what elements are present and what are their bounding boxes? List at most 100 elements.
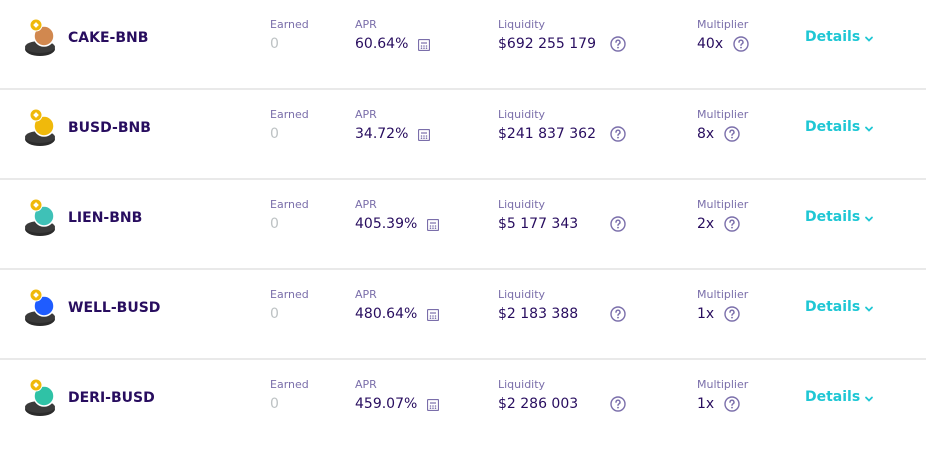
calculator-icon[interactable] — [418, 128, 431, 142]
earned-label: Earned — [270, 288, 309, 301]
details-button[interactable]: Details — [805, 119, 874, 135]
apr-label: APR — [355, 378, 377, 391]
liquidity-column: Liquidity $5 177 343 — [498, 198, 578, 233]
apr-column: APR 405.39% — [355, 198, 440, 233]
earned-column: Earned 0 — [270, 108, 309, 143]
apr-column: APR 459.07% — [355, 378, 440, 413]
details-button[interactable]: Details — [805, 29, 874, 45]
liquidity-help-icon[interactable] — [610, 306, 626, 322]
pair-name: LIEN-BNB — [68, 210, 143, 226]
earned-label: Earned — [270, 18, 309, 31]
multiplier-value: 40x — [697, 36, 724, 52]
multiplier-help-icon[interactable] — [724, 126, 740, 142]
earned-value: 0 — [270, 306, 279, 322]
busd-bnb-icon — [22, 106, 62, 150]
earned-value: 0 — [270, 396, 279, 412]
liquidity-value: $692 255 179 — [498, 36, 596, 52]
chevron-down-icon — [864, 32, 874, 42]
apr-value: 60.64% — [355, 36, 409, 52]
apr-value: 405.39% — [355, 216, 418, 232]
apr-column: APR 480.64% — [355, 288, 440, 323]
farm-row[interactable]: CAKE-BNB Earned 0 APR 60.64% Liquidity $… — [0, 0, 926, 90]
multiplier-help-icon[interactable] — [733, 36, 749, 52]
liquidity-help-icon[interactable] — [610, 126, 626, 142]
apr-label: APR — [355, 108, 377, 121]
deri-busd-icon — [22, 376, 62, 420]
multiplier-column: Multiplier 2x — [697, 198, 748, 233]
liquidity-column: Liquidity $2 286 003 — [498, 378, 578, 413]
calculator-icon[interactable] — [427, 398, 440, 412]
multiplier-value: 8x — [697, 126, 715, 142]
apr-column: APR 60.64% — [355, 18, 431, 53]
farm-row[interactable]: WELL-BUSD Earned 0 APR 480.64% Liquidity… — [0, 270, 926, 360]
liquidity-value: $241 837 362 — [498, 126, 596, 142]
chevron-down-icon — [864, 122, 874, 132]
apr-column: APR 34.72% — [355, 108, 431, 143]
liquidity-value: $5 177 343 — [498, 216, 579, 232]
liquidity-column: Liquidity $2 183 388 — [498, 288, 578, 323]
liquidity-label: Liquidity — [498, 108, 546, 121]
details-button[interactable]: Details — [805, 209, 874, 225]
farm-row[interactable]: BUSD-BNB Earned 0 APR 34.72% Liquidity $… — [0, 90, 926, 180]
liquidity-help-icon[interactable] — [610, 216, 626, 232]
apr-value: 34.72% — [355, 126, 409, 142]
calculator-icon[interactable] — [427, 308, 440, 322]
pair-name: CAKE-BNB — [68, 30, 149, 46]
multiplier-value: 1x — [697, 306, 715, 322]
earned-value: 0 — [270, 36, 279, 52]
liquidity-label: Liquidity — [498, 288, 546, 301]
details-label: Details — [805, 389, 861, 405]
details-label: Details — [805, 29, 861, 45]
details-label: Details — [805, 209, 861, 225]
liquidity-value: $2 183 388 — [498, 306, 579, 322]
apr-value: 480.64% — [355, 306, 418, 322]
multiplier-label: Multiplier — [697, 198, 749, 211]
multiplier-column: Multiplier 8x — [697, 108, 748, 143]
earned-column: Earned 0 — [270, 18, 309, 53]
liquidity-value: $2 286 003 — [498, 396, 579, 412]
earned-value: 0 — [270, 126, 279, 142]
calculator-icon[interactable] — [418, 38, 431, 52]
multiplier-label: Multiplier — [697, 108, 749, 121]
chevron-down-icon — [864, 392, 874, 402]
pair-name: DERI-BUSD — [68, 390, 155, 406]
apr-label: APR — [355, 288, 377, 301]
liquidity-help-icon[interactable] — [610, 396, 626, 412]
earned-value: 0 — [270, 216, 279, 232]
multiplier-help-icon[interactable] — [724, 216, 740, 232]
pair-name: WELL-BUSD — [68, 300, 161, 316]
earned-label: Earned — [270, 198, 309, 211]
multiplier-label: Multiplier — [697, 18, 749, 31]
calculator-icon[interactable] — [427, 218, 440, 232]
pair-name: BUSD-BNB — [68, 120, 151, 136]
multiplier-value: 1x — [697, 396, 715, 412]
multiplier-column: Multiplier 1x — [697, 288, 748, 323]
details-button[interactable]: Details — [805, 299, 874, 315]
liquidity-column: Liquidity $241 837 362 — [498, 108, 596, 143]
multiplier-column: Multiplier 40x — [697, 18, 749, 53]
earned-label: Earned — [270, 108, 309, 121]
earned-column: Earned 0 — [270, 198, 309, 233]
apr-value: 459.07% — [355, 396, 418, 412]
liquidity-label: Liquidity — [498, 198, 546, 211]
multiplier-help-icon[interactable] — [724, 306, 740, 322]
lien-bnb-icon — [22, 196, 62, 240]
farm-row[interactable]: DERI-BUSD Earned 0 APR 459.07% Liquidity… — [0, 360, 926, 450]
multiplier-value: 2x — [697, 216, 715, 232]
multiplier-label: Multiplier — [697, 378, 749, 391]
well-busd-icon — [22, 286, 62, 330]
apr-label: APR — [355, 198, 377, 211]
details-label: Details — [805, 299, 861, 315]
cake-bnb-icon — [22, 16, 62, 60]
liquidity-help-icon[interactable] — [610, 36, 626, 52]
chevron-down-icon — [864, 302, 874, 312]
chevron-down-icon — [864, 212, 874, 222]
liquidity-label: Liquidity — [498, 378, 546, 391]
details-label: Details — [805, 119, 861, 135]
earned-label: Earned — [270, 378, 309, 391]
details-button[interactable]: Details — [805, 389, 874, 405]
multiplier-help-icon[interactable] — [724, 396, 740, 412]
farm-row[interactable]: LIEN-BNB Earned 0 APR 405.39% Liquidity … — [0, 180, 926, 270]
liquidity-label: Liquidity — [498, 18, 546, 31]
